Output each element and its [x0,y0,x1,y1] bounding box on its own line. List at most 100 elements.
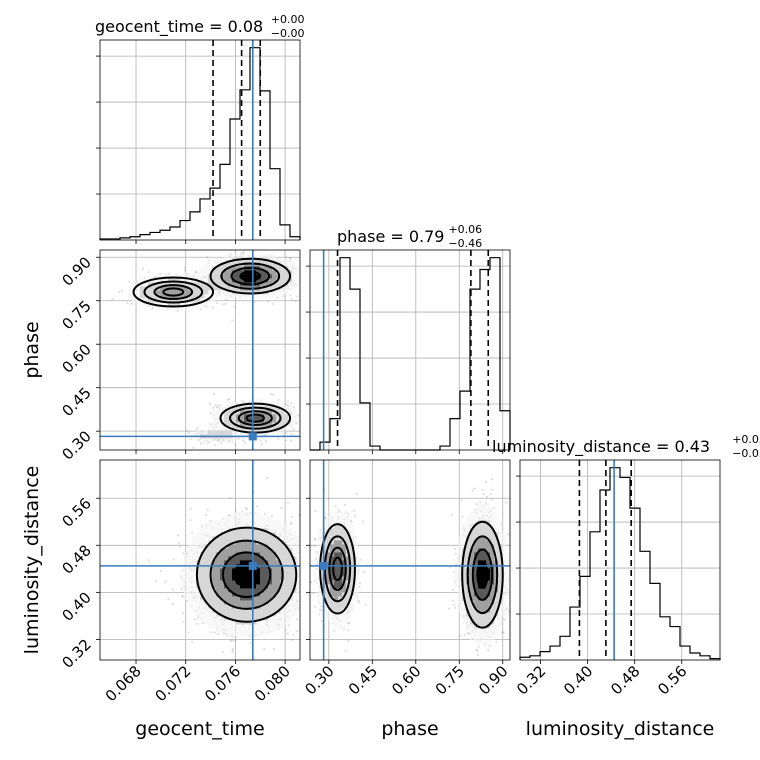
sample-point [290,439,293,442]
density-cell [220,584,225,589]
density-cell [288,580,293,585]
sample-point [454,552,457,555]
density-cell [220,608,225,613]
density-cell [160,290,165,295]
density-cell [220,612,225,617]
density-cell [252,556,257,561]
density-cell [196,568,201,573]
density-cell [240,544,245,549]
density-cell [288,556,293,561]
density-cell [204,612,209,617]
sample-point [512,536,514,538]
density-cell [260,266,265,271]
sample-point [292,428,295,431]
density-cell [204,262,209,267]
density-cell [228,532,233,537]
sample-point [177,542,180,545]
density-cell [256,612,261,617]
density-cell [296,580,300,585]
sample-point [153,275,156,279]
density-cell [220,580,225,585]
density-cell [248,632,253,637]
density-cell [236,422,241,427]
density-cell [252,524,257,529]
density-cell [232,628,237,633]
density-cell [192,588,197,593]
density-cell [200,298,205,303]
sample-point [111,298,114,301]
density-cell [284,532,289,537]
density-cell [228,568,233,573]
density-cell [236,604,241,609]
sample-point [475,503,478,506]
density-cell [220,414,225,419]
sample-point [183,269,186,272]
sample-point [171,588,174,591]
density-cell [196,556,201,561]
density-cell [204,524,209,529]
density-cell [236,548,241,553]
density-cell [208,624,213,629]
sample-point [159,569,162,573]
density-cell [276,568,281,573]
density-cell [252,568,257,573]
density-cell [292,600,297,605]
density-cell [248,274,253,279]
density-cell [232,600,237,605]
density-cell [224,624,229,629]
density-cell [228,438,233,443]
density-cell [212,600,217,605]
density-cell [196,544,201,549]
density-cell [296,544,300,549]
density-cell [220,624,225,629]
density-cell [292,544,297,549]
density-cell [252,608,257,613]
density-cell [224,608,229,613]
density-cell [256,632,261,637]
x-tick-label: 0.072 [151,662,194,705]
density-cell [144,302,149,307]
density-cell [272,620,277,625]
density-cell [280,612,285,617]
density-cell [184,274,189,279]
sample-point [272,246,274,248]
density-cell [240,600,245,605]
density-cell [240,274,245,279]
density-cell [296,536,300,541]
density-cell [208,584,213,589]
density-cell [204,540,209,545]
density-cell [212,548,217,553]
density-cell [244,254,249,259]
density-cell [288,266,293,271]
density-cell [212,278,217,283]
density-cell [160,294,165,299]
density-cell [256,516,261,521]
density-cell [264,588,269,593]
density-cell [200,596,205,601]
sample-point [303,555,305,557]
density-cell [216,532,221,537]
density-cell [284,552,289,557]
density-cell [284,278,289,283]
density-cell [268,536,273,541]
density-cell [228,290,233,295]
density-cell [192,604,197,609]
density-cell [188,576,193,581]
density-cell [284,414,289,419]
density-cell [244,632,249,637]
density-cell [280,588,285,593]
density-cell [212,262,217,267]
density-cell [264,608,269,613]
density-cell [268,588,273,593]
density-cell [256,258,261,263]
density-cell [208,588,213,593]
density-cell [276,258,281,263]
density-cell [284,596,289,601]
density-cell [268,254,273,259]
density-cell [252,290,257,295]
density-cell [288,612,293,617]
density-cell [260,592,265,597]
density-cell [204,620,209,625]
density-cell [264,576,269,581]
sample-point [284,629,287,632]
